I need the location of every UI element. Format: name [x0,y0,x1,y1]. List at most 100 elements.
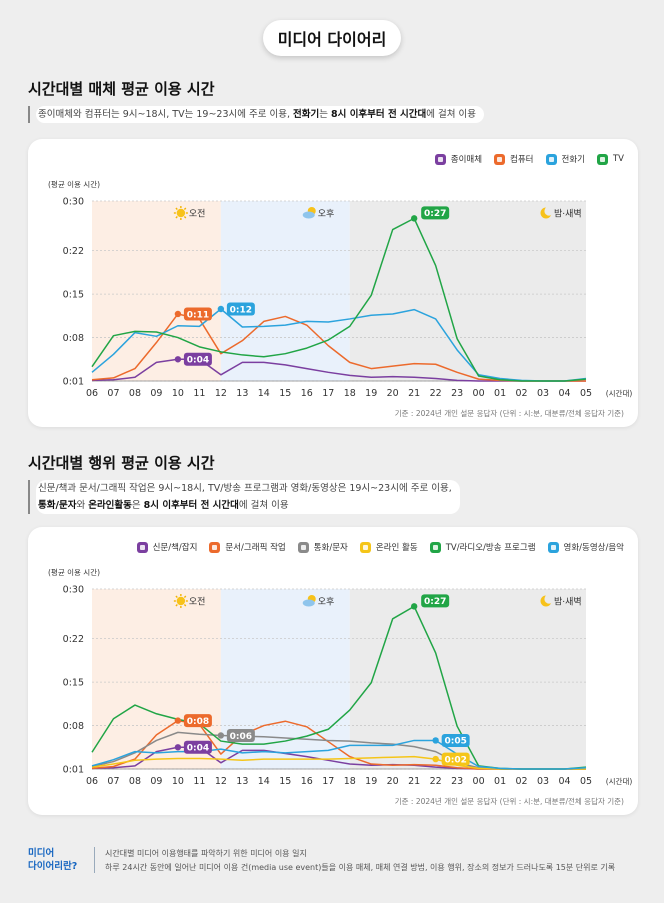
series-line [91,308,587,382]
x-tick-label: 09 [150,776,162,787]
data-label-tag [441,752,470,766]
x-axis-label: (시간대) [606,776,633,786]
footer-label: 미디어 다이어리란? [28,847,95,873]
legend-label: TV/라디오/방송 프로그램 [445,543,536,553]
x-tick-label: 15 [279,388,291,399]
x-tick-label: 08 [129,388,141,399]
x-tick-label: 00 [473,388,485,399]
period-label: 오후 [318,597,335,608]
x-tick-label: 01 [494,776,506,787]
page-title: 미디어 다이어리 [263,20,401,56]
data-label-tag [183,740,212,754]
y-tick-label: 0:30 [63,585,84,596]
video-icon [547,541,559,553]
period-band [220,201,350,381]
x-tick-label: 13 [236,388,248,399]
data-label: 0:11 [187,310,209,320]
x-tick-label: 19 [365,388,377,399]
data-label-tag [226,302,255,316]
chart-card-activity: 신문/책/잡지 문서/그래픽 작업 통화/문자 온라인 활동 TV/라디오/방송 프로그… [28,527,638,815]
y-tick-label: 0:15 [63,678,84,689]
legend-item: 종이매체 [434,153,482,165]
data-point-marker [174,717,182,724]
x-tick-label: 13 [236,776,248,787]
x-tick-label: 15 [279,776,291,787]
series-line [91,217,587,382]
x-tick-label: 14 [258,776,270,787]
x-tick-label: 10 [172,388,184,399]
x-tick-label: 19 [365,776,377,787]
cursor-icon [359,541,371,553]
data-label-tag [421,206,450,220]
legend-item: 문서/그래픽 작업 [209,541,286,553]
x-tick-label: 11 [193,776,205,787]
y-tick-label: 0:08 [63,721,84,732]
x-tick-label: 12 [215,776,227,787]
x-tick-label: 22 [430,776,442,787]
legend-item: 영화/동영상/음악 [547,541,624,553]
legend-item: 온라인 활동 [359,541,418,553]
x-tick-label: 07 [107,388,119,399]
x-tick-label: 07 [107,776,119,787]
period-label: 오전 [189,209,206,220]
data-point-marker [410,603,418,610]
y-tick-label: 0:01 [63,765,84,776]
section-heading-activity: 시간대별 행위 평균 이용 시간 [28,454,215,472]
section-description-media: 종이매체와 컴퓨터는 9시~18시, TV는 19~23시에 주로 이용, 전화… [28,106,484,123]
section-description-activity: 신문/책과 문서/그래픽 작업은 9시~18시, TV/방송 프로그램과 영화/… [28,480,460,514]
x-tick-label: 06 [86,388,98,399]
data-label-tag [421,594,450,608]
x-tick-label: 00 [473,776,485,787]
period-label: 오전 [189,597,206,608]
activity-usage-chart: 오전 오후 밤·새벽 0:01 0:08 0:15 0:22 0:30 (평균 이용 시간) 06… [48,567,633,787]
x-tick-label: 06 [86,776,98,787]
x-axis-label: (시간대) [606,388,633,398]
footer: 미디어 다이어리란? 시간대별 미디어 이용행태를 파악하기 위한 미디어 이용… [28,847,615,875]
data-label: 0:08 [187,717,209,727]
chat-icon [297,541,309,553]
data-label: 0:04 [187,356,209,366]
x-tick-label: 20 [387,388,399,399]
x-tick-label: 23 [451,388,463,399]
y-tick-label: 0:15 [63,290,84,301]
data-label: 0:04 [187,744,209,754]
chart-card-media: 종이매체 컴퓨터 전화기 TV 오전 오후 밤·새벽 0:01 0:08 0:15 0:22 0:3… [28,139,638,427]
data-label: 0:27 [424,209,446,219]
data-point-marker [217,732,225,739]
x-tick-label: 03 [537,388,549,399]
x-tick-label: 05 [580,388,592,399]
legend-label: 전화기 [561,155,585,165]
y-tick-label: 0:08 [63,333,84,344]
x-tick-label: 02 [516,388,528,399]
chart-legend: 종이매체 컴퓨터 전화기 TV [434,153,624,165]
x-tick-label: 21 [408,776,420,787]
period-band [92,201,221,381]
legend-item: 통화/문자 [297,541,348,553]
data-point-marker [410,215,418,222]
period-label: 밤·새벽 [554,597,582,608]
data-point-marker [174,356,182,363]
x-tick-label: 01 [494,388,506,399]
data-label-tag [226,728,255,742]
sun-cloud-icon [302,595,316,607]
x-tick-label: 17 [322,388,334,399]
legend-label: 신문/책/잡지 [152,543,198,553]
pencil-icon [209,541,221,553]
x-tick-label: 18 [344,388,356,399]
tv-icon [596,153,608,165]
legend-item: TV [596,153,624,165]
chart-note: 기준 : 2024년 개인 설문 응답자 (단위 : 시:분, 대분류/전체 응… [394,797,624,806]
chart-note: 기준 : 2024년 개인 설문 응답자 (단위 : 시:분, 대분류/전체 응… [394,409,624,418]
data-label-tag [183,352,212,366]
data-label: 0:02 [444,755,466,765]
legend-label: 영화/동영상/음악 [563,543,624,553]
book-icon [434,153,446,165]
data-label: 0:05 [444,737,466,747]
sun-cloud-icon [302,207,316,219]
sun-icon [173,594,188,608]
x-tick-label: 21 [408,388,420,399]
x-tick-label: 12 [215,388,227,399]
y-axis-label: (평균 이용 시간) [48,567,100,577]
x-tick-label: 17 [322,776,334,787]
y-axis-label: (평균 이용 시간) [48,179,100,189]
